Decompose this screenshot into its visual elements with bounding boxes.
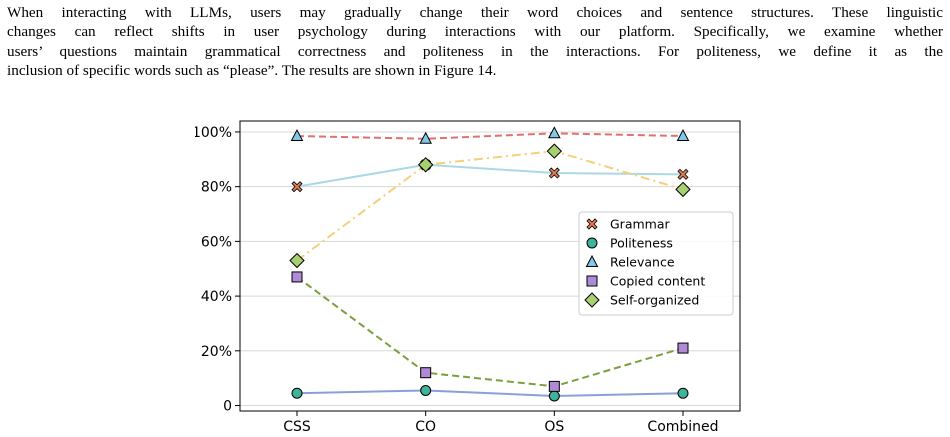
legend-marker bbox=[586, 218, 598, 230]
data-point-marker bbox=[291, 181, 303, 193]
data-point-marker bbox=[548, 380, 560, 392]
data-point-marker bbox=[548, 167, 560, 179]
series-line bbox=[296, 132, 684, 140]
data-point-marker bbox=[677, 168, 689, 180]
x-tick-label: OS bbox=[544, 419, 564, 435]
y-tick-label: 0 bbox=[223, 399, 232, 415]
legend-label: Grammar bbox=[610, 217, 670, 232]
data-point-marker bbox=[677, 342, 689, 354]
plot-frame bbox=[239, 120, 741, 412]
data-point-marker bbox=[291, 387, 303, 399]
data-point-marker bbox=[546, 143, 563, 159]
y-tick-label: 40% bbox=[201, 289, 232, 305]
data-point-marker bbox=[420, 384, 432, 396]
legend-marker bbox=[586, 275, 598, 287]
y-tick-label: 100% bbox=[195, 125, 232, 141]
series-line bbox=[296, 276, 684, 388]
series-line bbox=[296, 150, 684, 262]
legend-marker bbox=[584, 292, 600, 308]
data-point-marker bbox=[419, 131, 432, 144]
legend-box bbox=[578, 211, 734, 316]
paragraph-line: inclusion of specific words such as “ple… bbox=[7, 62, 497, 80]
y-tick-label: 60% bbox=[201, 234, 232, 250]
paragraph-line: When interacting with LLMs, users may gr… bbox=[7, 4, 943, 21]
data-point-marker bbox=[676, 128, 690, 142]
x-tick-label: CSS bbox=[283, 419, 311, 435]
legend-label: Politeness bbox=[610, 236, 673, 251]
x-tick-label: CO bbox=[415, 419, 436, 435]
line-chart: 0 20% 40% 60% 80% 100% CSS CO OS Combined Grammar P… bbox=[195, 120, 741, 435]
body-paragraph: When interacting with LLMs, users may gr… bbox=[7, 3, 943, 81]
data-point-marker bbox=[420, 367, 432, 379]
data-point-marker bbox=[675, 181, 691, 198]
data-point-marker bbox=[290, 128, 304, 142]
legend-label: Self-organized bbox=[610, 293, 699, 308]
data-point-marker bbox=[548, 126, 561, 139]
legend-marker bbox=[585, 254, 599, 267]
data-point-marker bbox=[677, 387, 689, 399]
y-tick-label: 80% bbox=[201, 180, 232, 196]
x-tick-label: Combined bbox=[647, 419, 718, 435]
data-point-marker bbox=[289, 252, 305, 269]
y-tick-label: 20% bbox=[201, 344, 232, 360]
series-line bbox=[296, 389, 684, 397]
data-point-marker bbox=[417, 157, 434, 173]
paragraph-line: users’ questions maintain grammatical co… bbox=[7, 42, 943, 60]
data-point-marker bbox=[291, 271, 303, 283]
paragraph-line: changes can reflect shifts in user psych… bbox=[7, 23, 943, 41]
legend-label: Copied content bbox=[610, 274, 705, 289]
legend-label: Relevance bbox=[610, 255, 675, 270]
data-point-marker bbox=[548, 390, 560, 402]
series-line bbox=[296, 163, 684, 188]
figure-14-chart: 0 20% 40% 60% 80% 100% CSS CO OS Combined Grammar P… bbox=[195, 118, 755, 437]
legend-marker bbox=[586, 237, 598, 249]
